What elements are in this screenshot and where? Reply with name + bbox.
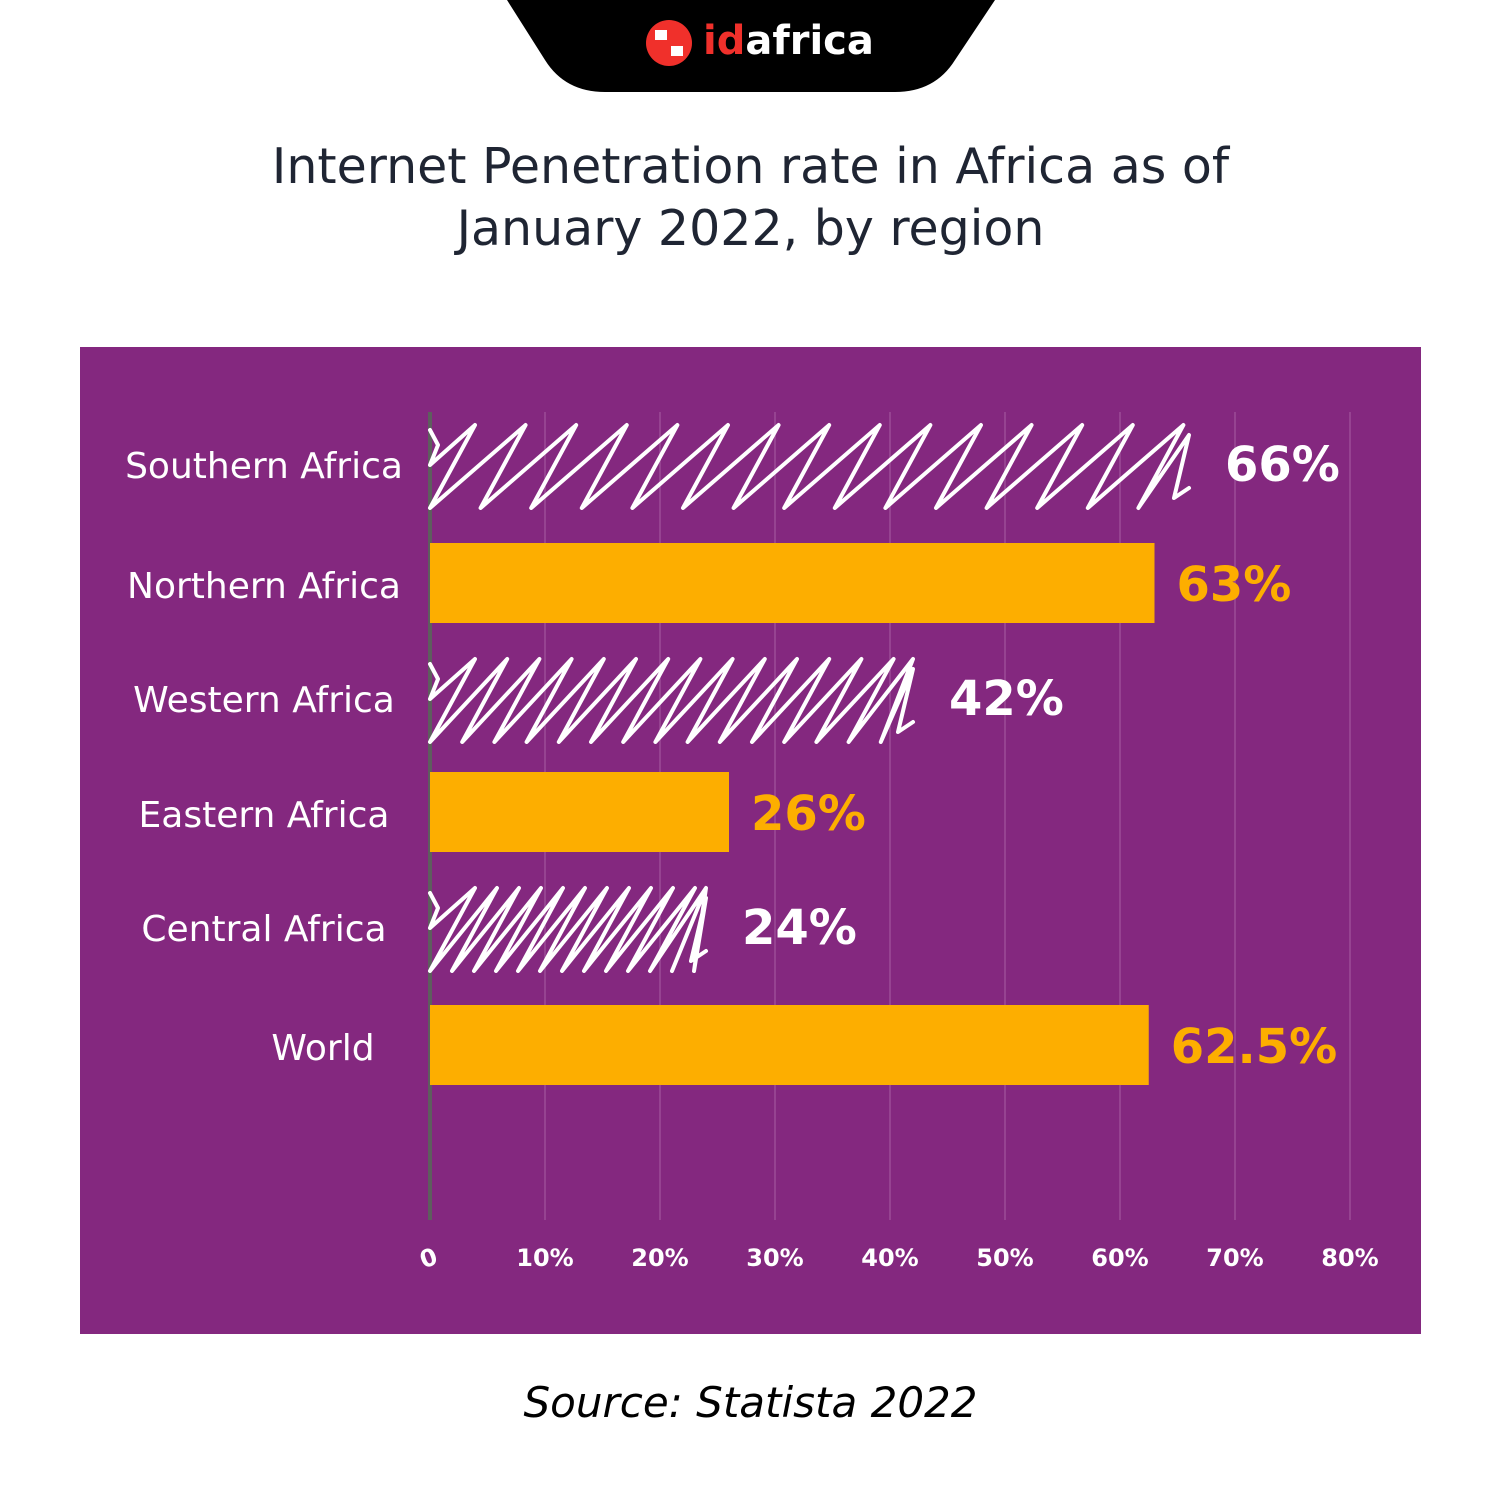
x-tick-label: 30% [746, 1244, 803, 1272]
x-tick-label: 40% [861, 1244, 918, 1272]
category-label: World [271, 1028, 374, 1069]
bar [430, 1005, 1149, 1085]
x-tick-label: 80% [1321, 1244, 1378, 1272]
x-tick-label: 0 [416, 1242, 441, 1274]
bar-hatched [428, 657, 915, 744]
bar [430, 543, 1155, 623]
x-tick-label: 70% [1206, 1244, 1263, 1272]
x-tick-label: 60% [1091, 1244, 1148, 1272]
category-label: Western Africa [133, 680, 395, 721]
value-label: 63% [1177, 557, 1292, 613]
bar-hatched [428, 886, 708, 973]
value-label: 24% [742, 900, 857, 956]
category-label: Northern Africa [127, 566, 401, 607]
bar [430, 772, 729, 852]
category-label: Eastern Africa [139, 795, 390, 836]
x-tick-label: 10% [516, 1244, 573, 1272]
logo-text: idafrica [703, 18, 874, 64]
value-label: 26% [751, 786, 866, 842]
chart-title: Internet Penetration rate in Africa as o… [271, 138, 1230, 257]
value-label: 42% [949, 671, 1064, 727]
value-label: 62.5% [1171, 1019, 1338, 1075]
value-label: 66% [1225, 437, 1340, 493]
chart-panel [80, 347, 1421, 1334]
x-tick-label: 20% [631, 1244, 688, 1272]
x-tick-label: 50% [976, 1244, 1033, 1272]
source-note: Source: Statista 2022 [523, 1378, 978, 1427]
logo-banner [507, 0, 995, 92]
category-label: Central Africa [141, 909, 386, 950]
bar-hatched [428, 423, 1191, 510]
category-label: Southern Africa [125, 446, 403, 487]
